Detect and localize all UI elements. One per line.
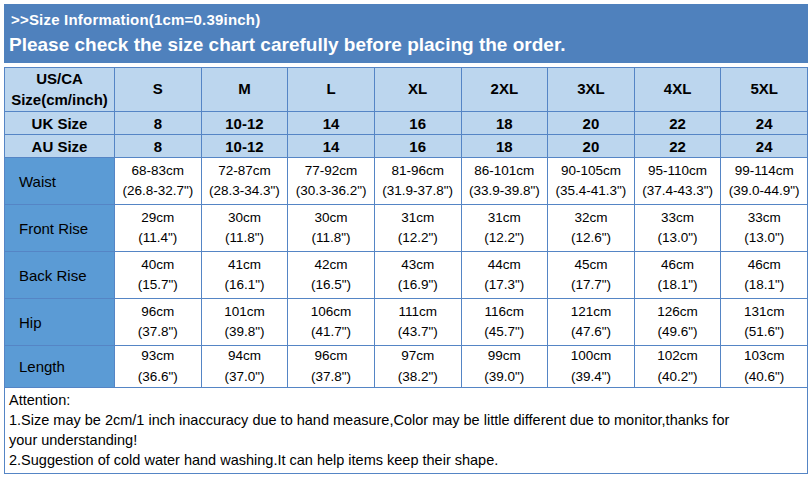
table-cell: 45cm (17.7") bbox=[548, 252, 635, 299]
table-row-au-size: AU Size 8 10-12 14 16 18 20 22 24 bbox=[5, 135, 808, 158]
table-cell: 46cm (18.1") bbox=[721, 252, 808, 299]
table-cell: 14 bbox=[288, 112, 375, 135]
size-column-header-3xl: 3XL bbox=[548, 68, 635, 112]
size-chart-page: >>Size Information(1cm=0.39inch) Please … bbox=[4, 4, 808, 474]
table-cell: 93cm (36.6") bbox=[115, 346, 202, 388]
table-row-hip: Hip 96cm (37.8") 101cm (39.8") 106cm (41… bbox=[5, 299, 808, 346]
table-cell: 100cm (39.4") bbox=[548, 346, 635, 388]
table-cell: 16 bbox=[374, 135, 461, 158]
table-cell: 20 bbox=[548, 135, 635, 158]
table-cell: 30cm (11.8") bbox=[201, 205, 288, 252]
row-label: UK Size bbox=[5, 112, 115, 135]
row-label: AU Size bbox=[5, 135, 115, 158]
size-column-header-2xl: 2XL bbox=[461, 68, 548, 112]
table-cell: 30cm (11.8") bbox=[288, 205, 375, 252]
table-cell: 68-83cm (26.8-32.7") bbox=[115, 158, 202, 205]
size-information-title: >>Size Information(1cm=0.39inch) bbox=[4, 9, 808, 31]
size-column-header-4xl: 4XL bbox=[634, 68, 721, 112]
table-row-waist: Waist 68-83cm (26.8-32.7") 72-87cm (28.3… bbox=[5, 158, 808, 205]
attention-title: Attention: bbox=[9, 390, 803, 410]
table-cell: 24 bbox=[721, 112, 808, 135]
size-chart-warning: Please check the size chart carefully be… bbox=[4, 31, 808, 56]
table-row-front-rise: Front Rise 29cm (11.4") 30cm (11.8") 30c… bbox=[5, 205, 808, 252]
size-column-header-s: S bbox=[115, 68, 202, 112]
table-cell: 33cm (13.0") bbox=[634, 205, 721, 252]
table-cell: 96cm (37.8") bbox=[288, 346, 375, 388]
size-column-header-xl: XL bbox=[374, 68, 461, 112]
table-cell: 22 bbox=[634, 135, 721, 158]
table-cell: 22 bbox=[634, 112, 721, 135]
row-label: Length bbox=[5, 346, 115, 388]
table-cell: 99cm (39.0") bbox=[461, 346, 548, 388]
table-cell: 103cm (40.6") bbox=[721, 346, 808, 388]
size-column-header-m: M bbox=[201, 68, 288, 112]
table-cell: 18 bbox=[461, 112, 548, 135]
table-cell: 90-105cm (35.4-41.3") bbox=[548, 158, 635, 205]
size-column-header-l: L bbox=[288, 68, 375, 112]
table-cell: 18 bbox=[461, 135, 548, 158]
table-row-back-rise: Back Rise 40cm (15.7") 41cm (16.1") 42cm… bbox=[5, 252, 808, 299]
table-row-length: Length 93cm (36.6") 94cm (37.0") 96cm (3… bbox=[5, 346, 808, 388]
table-cell: 10-12 bbox=[201, 135, 288, 158]
attention-note-1: 1.Size may be 2cm/1 inch inaccuracy due … bbox=[9, 410, 803, 450]
table-cell: 131cm (51.6") bbox=[721, 299, 808, 346]
table-cell: 44cm (17.3") bbox=[461, 252, 548, 299]
table-cell: 96cm (37.8") bbox=[115, 299, 202, 346]
table-cell: 8 bbox=[115, 112, 202, 135]
table-cell: 8 bbox=[115, 135, 202, 158]
size-header-row: US/CA Size(cm/inch) S M L XL 2XL 3XL 4XL… bbox=[5, 68, 808, 112]
table-cell: 31cm (12.2") bbox=[374, 205, 461, 252]
table-cell: 31cm (12.2") bbox=[461, 205, 548, 252]
table-cell: 101cm (39.8") bbox=[201, 299, 288, 346]
attention-note-2: 2.Suggestion of cold water hand washing.… bbox=[9, 450, 803, 470]
table-cell: 24 bbox=[721, 135, 808, 158]
table-cell: 126cm (49.6") bbox=[634, 299, 721, 346]
row-label: Waist bbox=[5, 158, 115, 205]
table-cell: 43cm (16.9") bbox=[374, 252, 461, 299]
table-cell: 10-12 bbox=[201, 112, 288, 135]
size-column-header-5xl: 5XL bbox=[721, 68, 808, 112]
table-cell: 41cm (16.1") bbox=[201, 252, 288, 299]
table-cell: 77-92cm (30.3-36.2") bbox=[288, 158, 375, 205]
table-row-uk-size: UK Size 8 10-12 14 16 18 20 22 24 bbox=[5, 112, 808, 135]
table-cell: 86-101cm (33.9-39.8") bbox=[461, 158, 548, 205]
table-cell: 102cm (40.2") bbox=[634, 346, 721, 388]
table-cell: 29cm (11.4") bbox=[115, 205, 202, 252]
size-chart-table: US/CA Size(cm/inch) S M L XL 2XL 3XL 4XL… bbox=[4, 67, 808, 388]
row-label: Front Rise bbox=[5, 205, 115, 252]
table-cell: 116cm (45.7") bbox=[461, 299, 548, 346]
table-cell: 32cm (12.6") bbox=[548, 205, 635, 252]
title-band: >>Size Information(1cm=0.39inch) Please … bbox=[4, 4, 808, 63]
table-cell: 81-96cm (31.9-37.8") bbox=[374, 158, 461, 205]
table-cell: 95-110cm (37.4-43.3") bbox=[634, 158, 721, 205]
table-cell: 46cm (18.1") bbox=[634, 252, 721, 299]
row-label: Hip bbox=[5, 299, 115, 346]
table-cell: 14 bbox=[288, 135, 375, 158]
table-cell: 40cm (15.7") bbox=[115, 252, 202, 299]
table-cell: 106cm (41.7") bbox=[288, 299, 375, 346]
table-cell: 16 bbox=[374, 112, 461, 135]
table-cell: 111cm (43.7") bbox=[374, 299, 461, 346]
table-cell: 20 bbox=[548, 112, 635, 135]
corner-header: US/CA Size(cm/inch) bbox=[5, 68, 115, 112]
table-cell: 121cm (47.6") bbox=[548, 299, 635, 346]
row-label: Back Rise bbox=[5, 252, 115, 299]
attention-box: Attention: 1.Size may be 2cm/1 inch inac… bbox=[4, 388, 808, 474]
table-cell: 42cm (16.5") bbox=[288, 252, 375, 299]
table-cell: 97cm (38.2") bbox=[374, 346, 461, 388]
table-cell: 33cm (13.0") bbox=[721, 205, 808, 252]
table-cell: 94cm (37.0") bbox=[201, 346, 288, 388]
table-cell: 72-87cm (28.3-34.3") bbox=[201, 158, 288, 205]
table-cell: 99-114cm (39.0-44.9") bbox=[721, 158, 808, 205]
